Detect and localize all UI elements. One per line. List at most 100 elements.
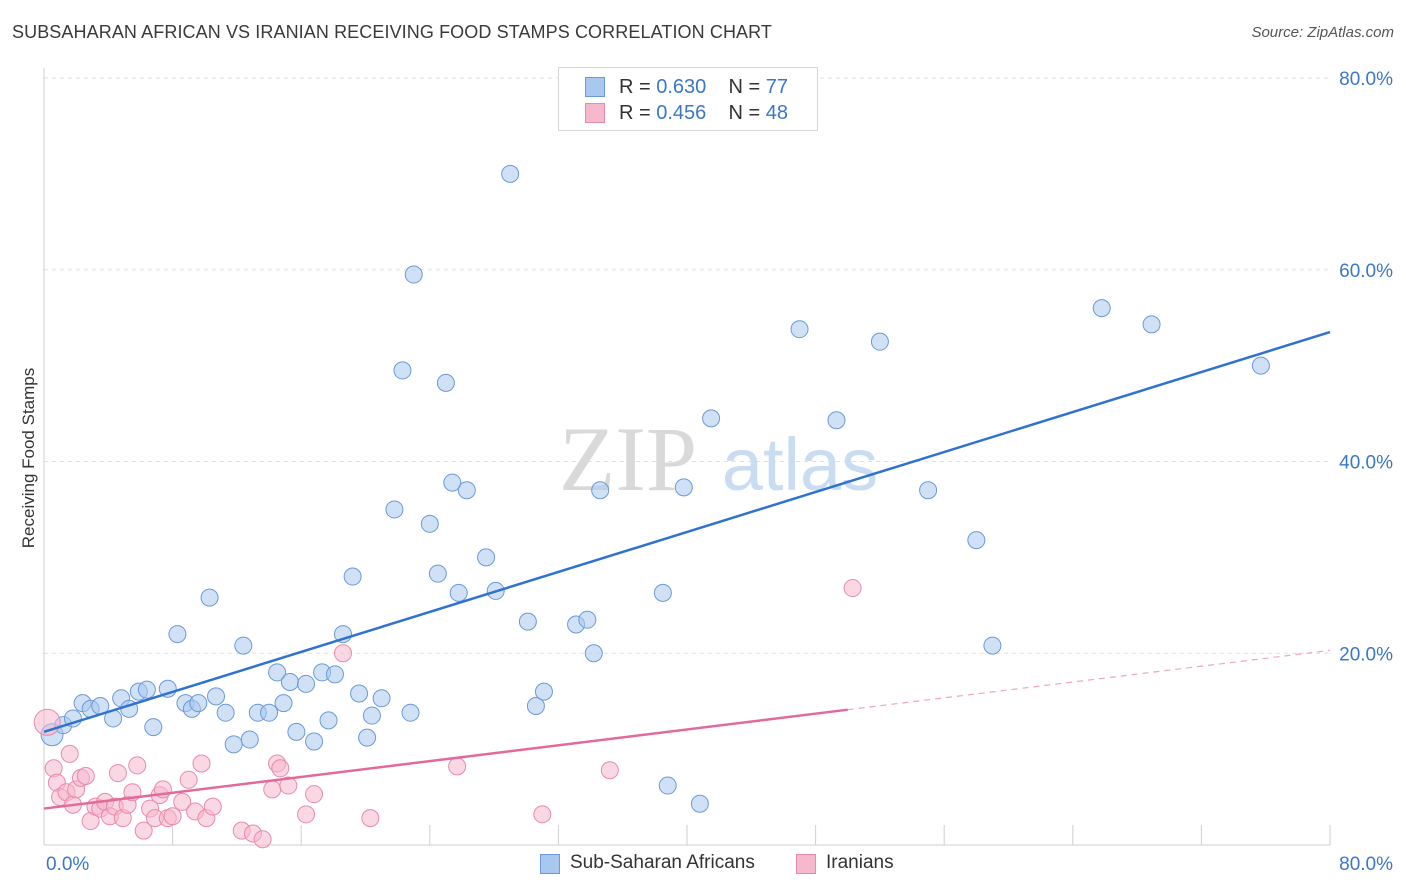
subsaharan-point bbox=[428, 564, 447, 583]
iranian-point bbox=[271, 759, 290, 778]
iranian-point bbox=[76, 766, 95, 785]
chart-title: SUBSAHARAN AFRICAN VS IRANIAN RECEIVING … bbox=[12, 22, 773, 42]
subsaharan-point bbox=[287, 722, 306, 741]
subsaharan-point bbox=[443, 473, 462, 492]
iranian-point bbox=[163, 807, 182, 826]
subsaharan-point bbox=[319, 711, 338, 730]
legend-swatch-blue bbox=[585, 77, 605, 97]
subsaharan-point bbox=[260, 703, 279, 722]
iranian-point bbox=[297, 805, 316, 824]
subsaharan-point bbox=[591, 481, 610, 500]
subsaharan-point bbox=[534, 682, 553, 701]
x-tick-label: 0.0% bbox=[46, 854, 89, 875]
subsaharan-point bbox=[658, 776, 677, 795]
y-tick-label: 60.0% bbox=[1339, 261, 1393, 282]
iranian-point bbox=[279, 776, 298, 795]
subsaharan-point bbox=[518, 612, 537, 631]
subsaharan-point bbox=[168, 625, 187, 644]
r-value: 0.456 bbox=[656, 102, 707, 124]
source-label: Source: ZipAtlas.com bbox=[1251, 24, 1394, 41]
subsaharan-point bbox=[144, 718, 163, 737]
subsaharan-point bbox=[501, 164, 520, 183]
subsaharan-point bbox=[919, 481, 938, 500]
watermark-atlas: atlas bbox=[722, 423, 878, 506]
subsaharan-point bbox=[297, 674, 316, 693]
iranian-point bbox=[179, 770, 198, 789]
subsaharan-trend-line bbox=[43, 330, 1331, 734]
iranian-point bbox=[253, 830, 272, 849]
iranian-point bbox=[134, 821, 153, 840]
iranian-point bbox=[843, 579, 862, 598]
subsaharan-point bbox=[362, 706, 381, 725]
subsaharan-point bbox=[702, 409, 721, 428]
y-axis-label: Receiving Food Stamps bbox=[19, 368, 38, 548]
subsaharan-point bbox=[404, 265, 423, 284]
subsaharan-point bbox=[350, 684, 369, 703]
subsaharan-point bbox=[274, 694, 293, 713]
subsaharan-point bbox=[207, 687, 226, 706]
subsaharan-point bbox=[653, 583, 672, 602]
subsaharan-point bbox=[240, 730, 259, 749]
subsaharan-point bbox=[449, 583, 468, 602]
iranian-point bbox=[333, 644, 352, 663]
subsaharan-point bbox=[305, 732, 324, 751]
grid-lines bbox=[44, 77, 1330, 654]
n-value: 77 bbox=[765, 76, 789, 98]
subsaharan-point bbox=[674, 478, 693, 497]
subsaharan-point bbox=[280, 673, 299, 692]
subsaharan-point bbox=[234, 636, 253, 655]
r-label: R = bbox=[619, 76, 651, 98]
tick-labels: 20.0% 40.0% 60.0% 80.0% 0.0% 80.0% bbox=[46, 69, 1393, 875]
subsaharan-point bbox=[827, 411, 846, 430]
iranian-point bbox=[128, 756, 147, 775]
iranian-point bbox=[108, 764, 127, 783]
watermark: ZIP atlas bbox=[559, 408, 878, 510]
subsaharan-point bbox=[401, 703, 420, 722]
r-value: 0.630 bbox=[656, 76, 707, 98]
subsaharan-point bbox=[216, 703, 235, 722]
subsaharan-point bbox=[1142, 315, 1161, 334]
subsaharan-point bbox=[457, 481, 476, 500]
iranian-point bbox=[533, 805, 552, 824]
y-tick-label: 80.0% bbox=[1339, 69, 1393, 90]
subsaharan-point bbox=[584, 644, 603, 663]
subsaharan-point bbox=[325, 665, 344, 684]
x-tick-label: 80.0% bbox=[1339, 854, 1393, 875]
subsaharan-point bbox=[983, 636, 1002, 655]
subsaharan-point bbox=[477, 548, 496, 567]
iranian-point bbox=[263, 780, 282, 799]
correlation-legend: R = 0.630 N = 77 R = 0.456 N = 48 bbox=[558, 67, 818, 131]
n-label: N = bbox=[728, 76, 761, 98]
iranian-point bbox=[361, 809, 380, 828]
subsaharan-point bbox=[870, 332, 889, 351]
subsaharan-point bbox=[189, 694, 208, 713]
legend-swatch-pink bbox=[796, 854, 816, 874]
iranian-point bbox=[60, 744, 79, 763]
n-value: 48 bbox=[765, 102, 789, 124]
subsaharan-point bbox=[372, 689, 391, 708]
n-label: N = bbox=[728, 102, 761, 124]
subsaharan-point bbox=[385, 500, 404, 519]
subsaharan-point bbox=[420, 514, 439, 533]
subsaharan-point bbox=[690, 794, 709, 813]
legend-swatch-blue bbox=[540, 854, 560, 874]
subsaharan-point bbox=[1092, 299, 1111, 318]
iranian-point bbox=[192, 754, 211, 773]
subsaharan-point bbox=[268, 663, 287, 682]
subsaharan-point bbox=[343, 567, 362, 586]
subsaharan-point bbox=[224, 735, 243, 754]
subsaharan-point bbox=[578, 610, 597, 629]
iranian-point bbox=[600, 761, 619, 780]
iranian-trend-line bbox=[43, 708, 848, 810]
iranian-point bbox=[305, 785, 324, 804]
subsaharan-point bbox=[436, 373, 455, 392]
watermark-zip: ZIP bbox=[559, 408, 697, 510]
legend-swatch-pink bbox=[585, 103, 605, 123]
series-legend: Sub-Saharan Africans Iranians bbox=[0, 852, 1406, 878]
y-tick-label: 40.0% bbox=[1339, 453, 1393, 474]
legend-label: Iranians bbox=[826, 852, 894, 873]
subsaharan-point bbox=[358, 728, 377, 747]
iranian-trend-line-extension bbox=[847, 649, 1331, 711]
subsaharan-point bbox=[137, 680, 156, 699]
